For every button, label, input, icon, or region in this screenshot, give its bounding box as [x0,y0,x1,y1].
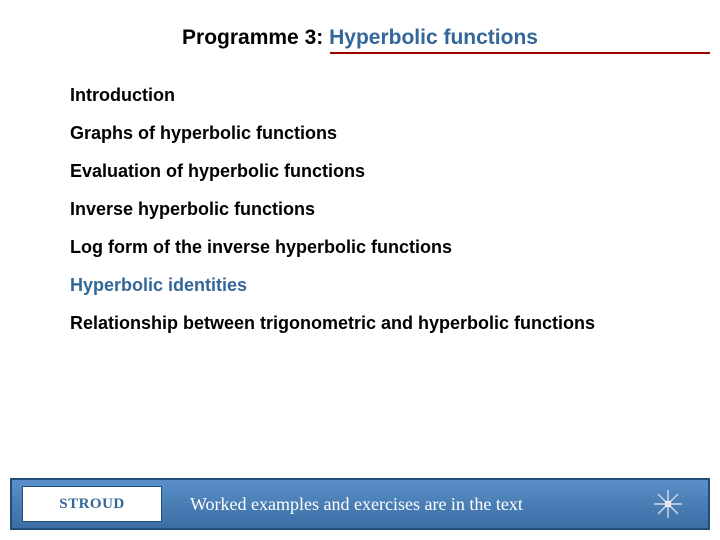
programme-title: Hyperbolic functions [329,26,538,49]
toc-item-identities[interactable]: Hyperbolic identities [70,275,650,296]
toc-item-introduction[interactable]: Introduction [70,85,650,106]
toc-item-relationship[interactable]: Relationship between trigonometric and h… [70,313,650,334]
brand-label: STROUD [59,496,125,513]
table-of-contents: Introduction Graphs of hyperbolic functi… [70,85,650,351]
star-burst-icon [650,486,686,522]
toc-item-evaluation[interactable]: Evaluation of hyperbolic functions [70,161,650,182]
toc-item-log-form[interactable]: Log form of the inverse hyperbolic funct… [70,237,650,258]
toc-item-graphs[interactable]: Graphs of hyperbolic functions [70,123,650,144]
footer-bar: STROUD Worked examples and exercises are… [10,478,710,530]
toc-item-inverse[interactable]: Inverse hyperbolic functions [70,199,650,220]
slide-header: Programme 3: Hyperbolic functions [0,26,720,50]
programme-label: Programme 3: [182,26,323,49]
footer-text: Worked examples and exercises are in the… [190,494,523,515]
brand-box: STROUD [22,486,162,522]
header-underline [330,52,710,54]
